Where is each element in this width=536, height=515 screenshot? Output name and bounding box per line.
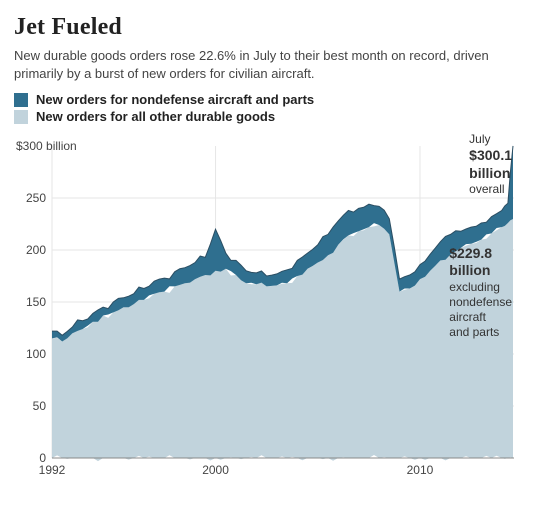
callout-excl-unit: billion bbox=[449, 262, 512, 280]
callout-excl-value: $229.8 bbox=[449, 245, 512, 263]
svg-text:150: 150 bbox=[26, 295, 46, 309]
legend-label-aircraft: New orders for nondefense aircraft and p… bbox=[36, 92, 314, 107]
chart-area: $300 billion 250 200 150 100 50 0 1992 2… bbox=[14, 132, 520, 480]
legend-swatch-other bbox=[14, 110, 28, 124]
chart-title: Jet Fueled bbox=[14, 14, 522, 41]
svg-text:250: 250 bbox=[26, 191, 46, 205]
callout-overall-month: July bbox=[469, 132, 512, 147]
svg-text:200: 200 bbox=[26, 243, 46, 257]
legend-label-other: New orders for all other durable goods bbox=[36, 109, 275, 124]
svg-text:2000: 2000 bbox=[202, 463, 229, 477]
svg-text:2010: 2010 bbox=[407, 463, 434, 477]
callout-excluding: $229.8 billion excluding nondefense airc… bbox=[449, 245, 512, 340]
callout-excl-l3: aircraft bbox=[449, 310, 512, 325]
legend-item-other: New orders for all other durable goods bbox=[14, 109, 522, 124]
svg-text:100: 100 bbox=[26, 347, 46, 361]
legend-swatch-aircraft bbox=[14, 93, 28, 107]
y-axis-top-label: $300 billion bbox=[16, 139, 77, 153]
callout-overall-note: overall bbox=[469, 182, 512, 197]
x-tick-labels: 1992 2000 2010 bbox=[39, 463, 434, 477]
callout-overall-unit: billion bbox=[469, 165, 512, 183]
legend-item-aircraft: New orders for nondefense aircraft and p… bbox=[14, 92, 522, 107]
plot-group: $300 billion 250 200 150 100 50 0 1992 2… bbox=[16, 139, 514, 477]
callout-excl-l1: excluding bbox=[449, 280, 512, 295]
chart-subtitle: New durable goods orders rose 22.6% in J… bbox=[14, 47, 522, 82]
callout-overall-value: $300.1 bbox=[469, 147, 512, 165]
svg-text:1992: 1992 bbox=[39, 463, 66, 477]
callout-overall: July $300.1 billion overall bbox=[469, 132, 512, 197]
callout-excl-l4: and parts bbox=[449, 325, 512, 340]
svg-text:50: 50 bbox=[33, 399, 47, 413]
legend: New orders for nondefense aircraft and p… bbox=[14, 92, 522, 124]
callout-excl-l2: nondefense bbox=[449, 295, 512, 310]
chart-svg: $300 billion 250 200 150 100 50 0 1992 2… bbox=[14, 132, 520, 480]
